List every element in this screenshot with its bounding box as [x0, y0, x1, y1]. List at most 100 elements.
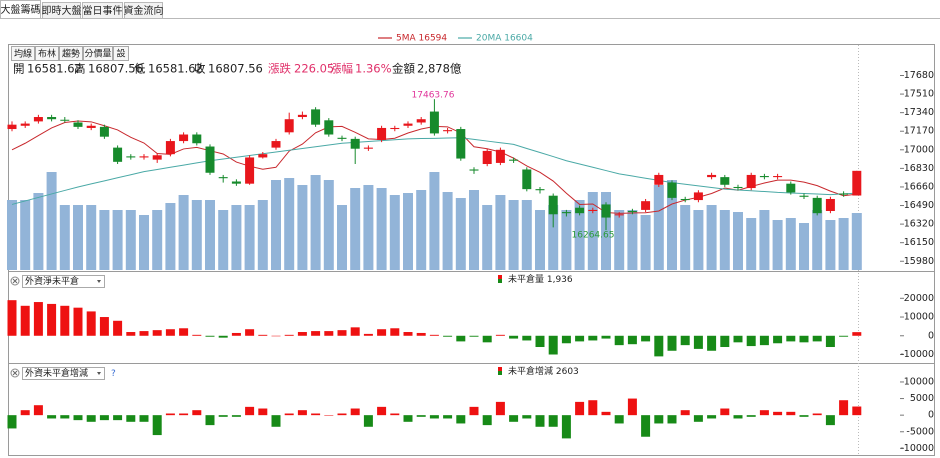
- bar: [733, 335, 743, 343]
- volume-bar: [812, 210, 823, 270]
- info-value: 16807.56: [208, 62, 263, 76]
- candle-body: [416, 119, 426, 123]
- volume-bar: [350, 188, 361, 270]
- candle-body: [456, 129, 466, 159]
- bar: [575, 335, 585, 342]
- bar: [297, 332, 307, 336]
- volume-bar: [310, 175, 321, 270]
- bar: [60, 305, 70, 336]
- legend-swatch: [498, 371, 502, 375]
- y-tick-label: 16490: [904, 200, 934, 211]
- tab[interactable]: [82, 2, 123, 19]
- bar: [773, 411, 783, 416]
- dropdown[interactable]: [22, 275, 105, 288]
- candle-body: [720, 177, 730, 185]
- info-label: 金額: [392, 62, 415, 76]
- price-annotation: 17463.76: [412, 91, 455, 101]
- volume-bar: [139, 215, 149, 270]
- tool-label[interactable]: 趨勢: [62, 48, 80, 60]
- bar: [812, 335, 822, 342]
- volume-bar: [178, 195, 189, 270]
- help-icon[interactable]: ?: [111, 369, 116, 379]
- volume-bar: [667, 180, 677, 270]
- volume-bar: [112, 210, 123, 270]
- tool-button[interactable]: [113, 46, 129, 61]
- candle-body: [680, 198, 690, 201]
- tool-button[interactable]: [59, 46, 83, 61]
- volume-bar: [376, 188, 387, 270]
- bar: [47, 303, 57, 336]
- bar: [337, 330, 347, 336]
- volume-bar: [733, 212, 743, 270]
- tab-label[interactable]: 大盤籌碼: [1, 3, 41, 16]
- bar: [786, 411, 796, 416]
- bar: [799, 335, 809, 343]
- y-tick-label: -10000: [900, 349, 934, 360]
- bar: [218, 335, 228, 338]
- volume-bar: [587, 192, 598, 270]
- bar: [839, 400, 849, 416]
- bar: [561, 415, 571, 439]
- bar: [641, 335, 651, 342]
- bar: [667, 335, 677, 351]
- tool-button[interactable]: [11, 46, 35, 61]
- bar: [403, 332, 413, 336]
- candle-body: [152, 155, 162, 160]
- info-label: 收: [194, 62, 206, 76]
- bar: [429, 415, 439, 419]
- bar: [839, 335, 849, 337]
- volume-bar: [363, 185, 374, 270]
- tool-button[interactable]: [83, 46, 113, 61]
- bar: [680, 410, 690, 416]
- volume-bar: [680, 205, 691, 270]
- bar: [152, 415, 162, 436]
- candle-body: [548, 195, 558, 215]
- tool-label[interactable]: 分價量: [84, 49, 111, 60]
- bar: [825, 335, 835, 348]
- dropdown-label[interactable]: 外資淨未平倉: [25, 275, 79, 287]
- tab[interactable]: [0, 0, 41, 19]
- bar: [377, 406, 387, 416]
- info-value: 16581.62: [148, 62, 203, 76]
- bar: [469, 406, 479, 416]
- info-label: 高: [74, 62, 86, 76]
- y-tick-label: 17340: [904, 107, 934, 118]
- candle-body: [20, 123, 30, 126]
- volume-bar: [20, 200, 31, 270]
- bar: [311, 331, 321, 336]
- tab[interactable]: [42, 2, 81, 19]
- candle-body: [297, 114, 307, 118]
- tab[interactable]: [124, 2, 163, 19]
- volume-bar: [7, 200, 17, 270]
- bar: [86, 311, 96, 336]
- tab-label[interactable]: 資金流向: [124, 4, 164, 17]
- bar: [337, 413, 347, 416]
- dropdown-label[interactable]: 外資未平倉增減: [25, 367, 88, 379]
- candle-body: [47, 117, 57, 120]
- tab-label[interactable]: 當日事件: [83, 4, 123, 17]
- bar: [627, 335, 637, 345]
- info-label: 漲跌: [268, 62, 291, 76]
- bar: [720, 335, 730, 348]
- candle-body: [588, 209, 598, 211]
- candle-body: [377, 127, 387, 140]
- bar: [377, 329, 387, 336]
- tool-label[interactable]: 設: [116, 48, 125, 60]
- y-tick-label: 16320: [904, 219, 934, 230]
- candle-body: [60, 119, 70, 121]
- bar: [456, 335, 466, 342]
- volume-bar: [165, 203, 176, 270]
- volume-bar: [614, 210, 625, 270]
- tool-button[interactable]: [35, 46, 59, 61]
- close-icon-cross: [12, 370, 18, 376]
- tab-label[interactable]: 即時大盤: [42, 4, 82, 17]
- bar: [588, 335, 598, 341]
- tool-label[interactable]: 均線: [14, 48, 32, 60]
- bar: [812, 413, 822, 416]
- dropdown[interactable]: [22, 367, 105, 380]
- legend-label: 未平倉增減 2603: [508, 365, 579, 377]
- volume-bar: [337, 205, 347, 270]
- tool-label[interactable]: 布林: [38, 48, 56, 60]
- volume-bar: [548, 205, 559, 270]
